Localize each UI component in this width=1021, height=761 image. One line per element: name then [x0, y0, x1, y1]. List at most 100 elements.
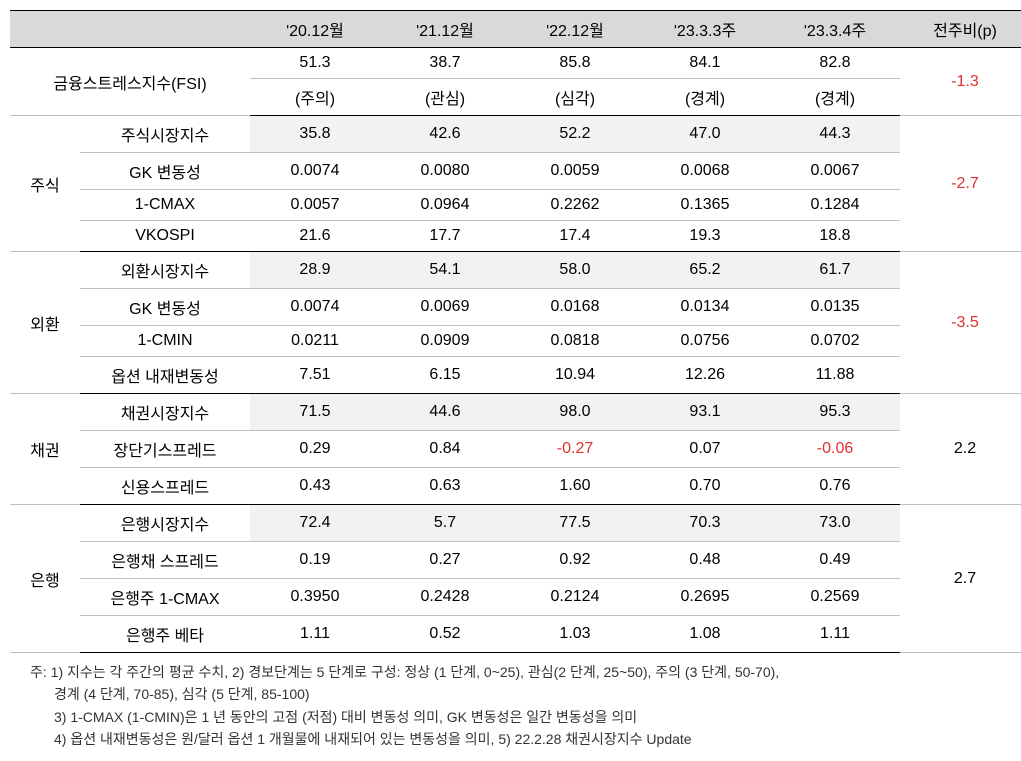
bank-beta-val: 1.11 — [250, 616, 380, 653]
fx-cmin-val: 0.0909 — [380, 326, 510, 357]
bank-index-val: 72.4 — [250, 505, 380, 542]
stock-vkospi-val: 18.8 — [770, 221, 900, 252]
header-c3: '22.12월 — [510, 11, 640, 48]
bank-beta-val: 1.03 — [510, 616, 640, 653]
bond-credit-val: 1.60 — [510, 468, 640, 505]
fx-gk-val: 0.0135 — [770, 289, 900, 326]
fx-gk-label: GK 변동성 — [80, 289, 250, 326]
table-row: VKOSPI 21.6 17.7 17.4 19.3 18.8 — [10, 221, 1021, 252]
bank-cat: 은행 — [10, 505, 80, 653]
fx-cat: 외환 — [10, 252, 80, 394]
stock-vkospi-val: 17.4 — [510, 221, 640, 252]
bond-term-val: 0.29 — [250, 431, 380, 468]
stock-gk-val: 0.0067 — [770, 153, 900, 190]
fsi-table: '20.12월 '21.12월 '22.12월 '23.3.3주 '23.3.4… — [10, 10, 1021, 653]
table-row: 외환 외환시장지수 28.9 54.1 58.0 65.2 61.7 -3.5 — [10, 252, 1021, 289]
stock-gk-val: 0.0068 — [640, 153, 770, 190]
bank-cmax-val: 0.2124 — [510, 579, 640, 616]
bank-cmax-label: 은행주 1-CMAX — [80, 579, 250, 616]
stock-vkospi-val: 21.6 — [250, 221, 380, 252]
fx-index-val: 65.2 — [640, 252, 770, 289]
fsi-label: 금융스트레스지수(FSI) — [10, 48, 250, 116]
fx-cmin-label: 1-CMIN — [80, 326, 250, 357]
table-row: 장단기스프레드 0.29 0.84 -0.27 0.07 -0.06 — [10, 431, 1021, 468]
bond-cat: 채권 — [10, 394, 80, 505]
bank-index-label: 은행시장지수 — [80, 505, 250, 542]
table-row: 채권 채권시장지수 71.5 44.6 98.0 93.1 95.3 2.2 — [10, 394, 1021, 431]
table-row: 금융스트레스지수(FSI) 51.3 38.7 85.8 84.1 82.8 -… — [10, 48, 1021, 79]
bond-index-val: 98.0 — [510, 394, 640, 431]
table-header: '20.12월 '21.12월 '22.12월 '23.3.3주 '23.3.4… — [10, 11, 1021, 48]
bank-cmax-val: 0.3950 — [250, 579, 380, 616]
stock-cmax-val: 0.0057 — [250, 190, 380, 221]
bank-cmax-val: 0.2695 — [640, 579, 770, 616]
fsi-level: (주의) — [250, 79, 380, 116]
stock-cmax-val: 0.1284 — [770, 190, 900, 221]
stock-gk-val: 0.0080 — [380, 153, 510, 190]
bond-term-val: 0.07 — [640, 431, 770, 468]
bank-change: 2.7 — [900, 505, 1021, 653]
fx-gk-val: 0.0134 — [640, 289, 770, 326]
header-c1: '20.12월 — [250, 11, 380, 48]
fx-cmin-val: 0.0702 — [770, 326, 900, 357]
stock-change: -2.7 — [900, 116, 1021, 252]
footnote-line: 주: 1) 지수는 각 주간의 평균 수치, 2) 경보단계는 5 단계로 구성… — [30, 661, 991, 683]
fsi-val: 38.7 — [380, 48, 510, 79]
footnote-line: 3) 1-CMAX (1-CMIN)은 1 년 동안의 고점 (저점) 대비 변… — [30, 706, 991, 728]
bond-credit-label: 신용스프레드 — [80, 468, 250, 505]
bank-index-val: 73.0 — [770, 505, 900, 542]
stock-gk-val: 0.0074 — [250, 153, 380, 190]
table-row: 옵션 내재변동성 7.51 6.15 10.94 12.26 11.88 — [10, 357, 1021, 394]
header-change: 전주비(p) — [900, 11, 1021, 48]
fsi-level: (경계) — [770, 79, 900, 116]
stock-vkospi-val: 17.7 — [380, 221, 510, 252]
bank-beta-val: 1.11 — [770, 616, 900, 653]
bank-beta-val: 0.52 — [380, 616, 510, 653]
table-row: 은행 은행시장지수 72.4 5.7 77.5 70.3 73.0 2.7 — [10, 505, 1021, 542]
bank-spread-val: 0.48 — [640, 542, 770, 579]
fx-opt-val: 7.51 — [250, 357, 380, 394]
bond-term-val: -0.27 — [510, 431, 640, 468]
bank-spread-val: 0.27 — [380, 542, 510, 579]
fx-gk-val: 0.0074 — [250, 289, 380, 326]
table-row: 신용스프레드 0.43 0.63 1.60 0.70 0.76 — [10, 468, 1021, 505]
fx-opt-val: 11.88 — [770, 357, 900, 394]
stock-cmax-val: 0.2262 — [510, 190, 640, 221]
bond-credit-val: 0.76 — [770, 468, 900, 505]
table-row: 1-CMIN 0.0211 0.0909 0.0818 0.0756 0.070… — [10, 326, 1021, 357]
bond-credit-val: 0.43 — [250, 468, 380, 505]
fx-index-val: 28.9 — [250, 252, 380, 289]
bond-index-val: 93.1 — [640, 394, 770, 431]
bond-term-label: 장단기스프레드 — [80, 431, 250, 468]
bond-index-label: 채권시장지수 — [80, 394, 250, 431]
bond-term-val: -0.06 — [770, 431, 900, 468]
stock-index-val: 42.6 — [380, 116, 510, 153]
bank-beta-val: 1.08 — [640, 616, 770, 653]
bank-beta-label: 은행주 베타 — [80, 616, 250, 653]
header-c4: '23.3.3주 — [640, 11, 770, 48]
fx-cmin-val: 0.0211 — [250, 326, 380, 357]
bond-index-val: 95.3 — [770, 394, 900, 431]
stock-index-label: 주식시장지수 — [80, 116, 250, 153]
header-blank — [10, 11, 250, 48]
stock-index-val: 47.0 — [640, 116, 770, 153]
bond-index-val: 71.5 — [250, 394, 380, 431]
bank-spread-val: 0.49 — [770, 542, 900, 579]
stock-index-val: 44.3 — [770, 116, 900, 153]
fx-change: -3.5 — [900, 252, 1021, 394]
bank-spread-val: 0.19 — [250, 542, 380, 579]
bank-index-val: 5.7 — [380, 505, 510, 542]
table-row: GK 변동성 0.0074 0.0080 0.0059 0.0068 0.006… — [10, 153, 1021, 190]
table-row: GK 변동성 0.0074 0.0069 0.0168 0.0134 0.013… — [10, 289, 1021, 326]
table-row: 은행주 베타 1.11 0.52 1.03 1.08 1.11 — [10, 616, 1021, 653]
fx-index-val: 61.7 — [770, 252, 900, 289]
fx-opt-val: 10.94 — [510, 357, 640, 394]
bond-change: 2.2 — [900, 394, 1021, 505]
bond-credit-val: 0.70 — [640, 468, 770, 505]
fx-index-label: 외환시장지수 — [80, 252, 250, 289]
fx-opt-val: 12.26 — [640, 357, 770, 394]
fx-index-val: 58.0 — [510, 252, 640, 289]
fx-opt-val: 6.15 — [380, 357, 510, 394]
stock-index-val: 35.8 — [250, 116, 380, 153]
table-row: 은행채 스프레드 0.19 0.27 0.92 0.48 0.49 — [10, 542, 1021, 579]
